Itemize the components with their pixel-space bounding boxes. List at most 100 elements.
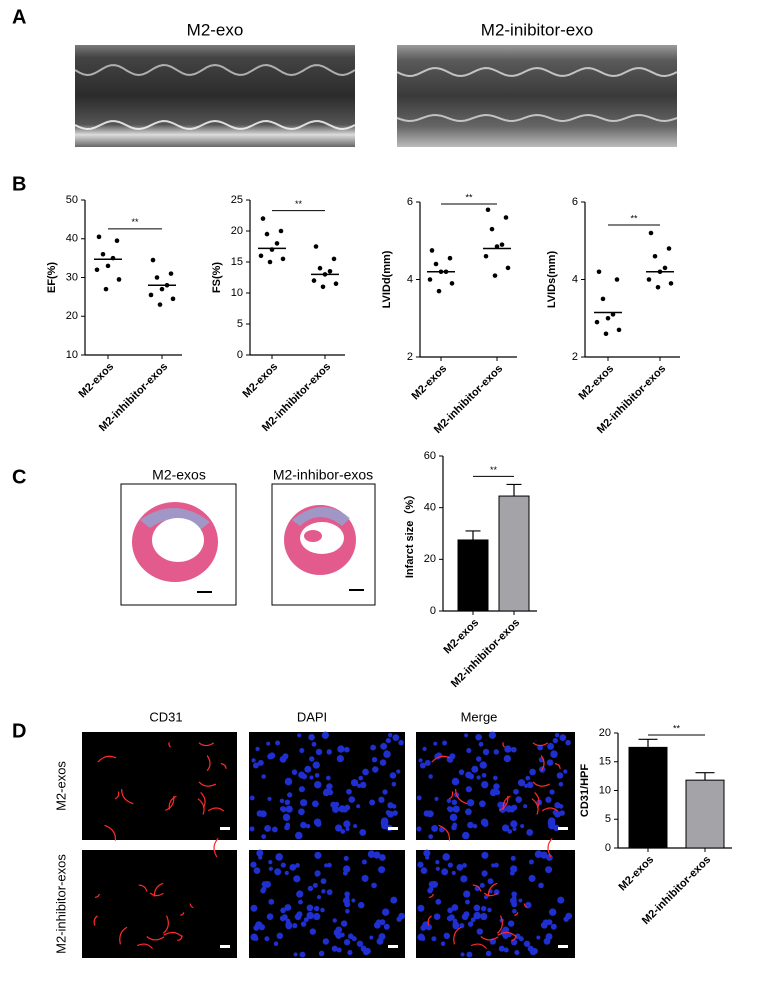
nucleus [268, 898, 275, 905]
nucleus [313, 905, 320, 912]
vessel [472, 884, 482, 892]
data-point [317, 265, 323, 271]
nucleus [307, 885, 314, 892]
bar [685, 779, 725, 849]
nucleus [398, 739, 404, 746]
nucleus [336, 754, 344, 763]
nucleus [512, 827, 517, 832]
nucleus [391, 781, 397, 787]
nucleus [489, 789, 497, 797]
significance-label: ** [630, 213, 638, 223]
panel-label: C [12, 466, 26, 488]
data-point [594, 319, 600, 325]
fibrosis [292, 506, 350, 526]
vessel [94, 893, 101, 898]
nucleus [376, 937, 384, 945]
y-tick-label: 30 [66, 271, 78, 283]
panel-label: A [12, 6, 26, 28]
nucleus [285, 822, 291, 828]
nucleus [260, 887, 266, 894]
nucleus [311, 741, 317, 747]
data-point [100, 251, 106, 257]
nucleus [345, 895, 350, 900]
data-point [646, 277, 652, 282]
nucleus [532, 948, 537, 953]
nucleus [312, 882, 318, 888]
y-tick-label: 6 [407, 196, 413, 208]
nucleus [467, 921, 474, 927]
nucleus [266, 741, 271, 746]
significance-label: ** [490, 465, 498, 475]
y-axis-label: Infarct size（%） [403, 489, 416, 578]
vessel [121, 789, 134, 805]
data-point [648, 230, 654, 236]
nucleus [280, 862, 286, 868]
nucleus [464, 733, 469, 738]
image-title: M2-inibitor-exo [481, 20, 593, 39]
column-title: CD31 [149, 709, 182, 724]
nucleus [440, 941, 446, 946]
data-point [258, 253, 264, 259]
nucleus [468, 773, 475, 780]
nucleus [543, 937, 551, 945]
scale-bar [558, 945, 568, 948]
vessel [114, 791, 120, 800]
y-tick-label: 10 [231, 287, 243, 299]
vessel [455, 789, 468, 805]
data-point [94, 267, 100, 273]
nucleus [465, 899, 470, 905]
nucleus [476, 775, 481, 780]
y-tick-label: 0 [237, 349, 243, 361]
vessel [531, 798, 539, 815]
nucleus [493, 783, 500, 790]
scale-bar [220, 827, 230, 830]
nucleus [507, 920, 515, 927]
data-point [116, 277, 122, 282]
nucleus [387, 732, 393, 738]
nucleus [501, 824, 510, 832]
nucleus [441, 868, 449, 876]
nucleus [480, 912, 488, 921]
nucleus [345, 908, 350, 914]
y-axis-label: FS(%) [211, 262, 223, 294]
nucleus [449, 813, 458, 822]
data-point [652, 253, 658, 259]
nucleus [353, 824, 358, 829]
nucleus [284, 799, 291, 806]
data-point [331, 256, 337, 262]
significance-label: ** [295, 199, 303, 209]
y-tick-label: 2 [572, 351, 578, 363]
vessel [206, 755, 211, 772]
bar [457, 539, 489, 612]
nucleus [371, 882, 377, 889]
fluorescence-images [82, 731, 575, 958]
data-point [447, 255, 453, 261]
data-point [320, 284, 326, 290]
column-title: Merge [461, 709, 498, 724]
nucleus [275, 740, 281, 746]
y-tick-label: 2 [407, 351, 413, 363]
nucleus [487, 907, 492, 913]
nucleus [379, 759, 387, 766]
scale-bar [558, 827, 568, 830]
nucleus [313, 780, 322, 789]
nucleus [380, 817, 389, 825]
nucleus [473, 904, 481, 912]
vessel [470, 943, 487, 949]
nucleus [443, 932, 451, 940]
nucleus [427, 887, 433, 894]
nucleus [384, 750, 390, 756]
nucleus [291, 769, 298, 775]
nucleus [264, 936, 270, 942]
vessel [163, 931, 183, 938]
nucleus [308, 733, 315, 741]
nucleus [287, 792, 293, 798]
error-bar [465, 530, 481, 540]
y-axis-label: CD31/HPF [579, 764, 591, 817]
data-point [105, 263, 111, 269]
nucleus [348, 796, 356, 803]
nucleus [460, 952, 465, 957]
vessel [532, 781, 550, 787]
vessel [162, 915, 169, 934]
nucleus [446, 806, 452, 812]
